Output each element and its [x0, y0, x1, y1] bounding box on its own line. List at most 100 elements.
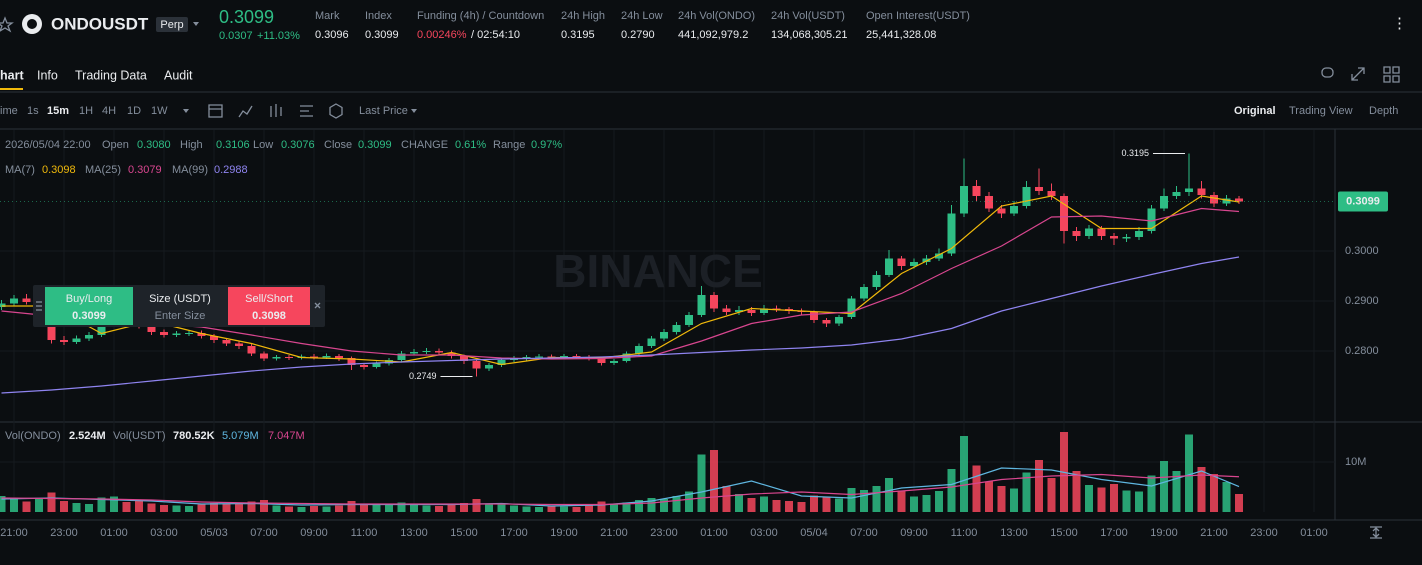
x-tick-label: 17:00 [500, 527, 528, 539]
caret[interactable] [411, 109, 417, 113]
volume-ma-value: 5.079M [222, 430, 259, 442]
tab-underline [0, 88, 23, 90]
volume-bar [1110, 484, 1118, 512]
volume-bar [897, 490, 906, 512]
x-tick-label: 15:00 [1050, 527, 1078, 539]
candle-body [222, 340, 231, 344]
caret[interactable] [193, 22, 199, 26]
interval[interactable]: 1s [27, 105, 39, 117]
more-menu[interactable]: ⋮ [1392, 15, 1407, 32]
interval[interactable]: 4H [102, 105, 116, 117]
volume-bar [822, 497, 831, 512]
depth-icon[interactable] [329, 103, 343, 119]
ma-line [1, 207, 1240, 360]
price-type[interactable]: Last Price [359, 105, 408, 117]
legend-time: 2026/05/04 22:00 [5, 139, 91, 151]
volume-bar [160, 505, 168, 512]
candle-body [1185, 188, 1193, 192]
volume-bar [947, 469, 956, 512]
candle-body [1110, 236, 1118, 239]
stat-label: Mark [315, 10, 340, 22]
volume-bar [785, 501, 793, 512]
interval[interactable]: 15m [47, 105, 69, 117]
candle-body [672, 325, 681, 332]
volume-bar [885, 478, 893, 512]
tab[interactable]: Audit [164, 68, 193, 82]
candle-body [0, 303, 6, 307]
volume-bar [647, 498, 656, 512]
volume-bar [910, 496, 918, 512]
close-widget[interactable] [314, 302, 321, 309]
scale-icon[interactable] [1370, 526, 1382, 539]
volume-bar [760, 496, 768, 512]
candle-body [1122, 237, 1131, 239]
volume-bar [185, 506, 193, 512]
volume-bar [535, 507, 543, 512]
candle-body [922, 258, 931, 262]
buy-button[interactable] [45, 287, 133, 325]
view-option[interactable]: Trading View [1289, 105, 1353, 117]
candle-body [10, 298, 18, 304]
stat-value: 0.3099 [365, 29, 399, 41]
ma-legend-name: MA(25) [85, 164, 121, 176]
legend-label: Close [324, 139, 352, 151]
candle-body [397, 353, 406, 360]
volume-bar [135, 500, 143, 512]
ma-legend-name: MA(7) [5, 164, 35, 176]
settings-icon[interactable] [300, 105, 313, 117]
x-tick-label: 03:00 [150, 527, 178, 539]
candle-body [572, 356, 581, 357]
favorite-icon[interactable] [0, 16, 14, 33]
volume-bar [560, 506, 568, 512]
interval[interactable]: ime [0, 105, 18, 117]
volume-bar [1147, 475, 1156, 512]
x-tick-label: 21:00 [1200, 527, 1228, 539]
x-tick-label: 19:00 [1150, 527, 1178, 539]
interval[interactable]: 1D [127, 105, 141, 117]
layout-icon[interactable] [1383, 66, 1400, 83]
volume-bar [985, 481, 993, 512]
candle-body [260, 353, 268, 359]
ma-legend-value: 0.3079 [128, 164, 162, 176]
drag-handle[interactable] [36, 301, 42, 311]
tab[interactable]: hart [0, 68, 24, 82]
view-option[interactable]: Original [1234, 105, 1276, 117]
tab[interactable]: Info [37, 68, 58, 82]
x-tick-label: 09:00 [300, 527, 328, 539]
interval[interactable]: 1W [151, 105, 168, 117]
symbol[interactable]: ONDOUSDT [51, 14, 149, 33]
badge-bg [156, 17, 188, 32]
view-option[interactable]: Depth [1369, 105, 1398, 117]
interval[interactable]: 1H [79, 105, 93, 117]
candle-body [847, 298, 856, 317]
bell-icon[interactable] [1321, 67, 1334, 78]
candle-body [685, 315, 693, 325]
tab[interactable]: Trading Data [75, 68, 147, 82]
x-tick-label: 07:00 [850, 527, 878, 539]
calendar-icon[interactable] [208, 104, 223, 118]
sell-button[interactable] [228, 287, 310, 325]
expand-icon[interactable] [1351, 67, 1365, 81]
volume-bar [1185, 434, 1193, 512]
candle-body [435, 351, 443, 353]
buy-label: Buy/Long [66, 293, 112, 305]
volume-bar [1097, 487, 1106, 512]
indicator-icon[interactable] [238, 105, 253, 118]
volume-bar [272, 505, 281, 512]
caret[interactable] [183, 109, 189, 113]
volume-bar [697, 454, 706, 512]
size-input[interactable]: Enter Size [155, 310, 206, 322]
volume-bar [960, 436, 968, 512]
volume-bar [447, 505, 456, 512]
volume-bar [572, 507, 581, 512]
badge: Perp [160, 19, 183, 31]
candle-body [910, 262, 918, 266]
ma-legend-value: 0.2988 [214, 164, 248, 176]
candle-body [472, 361, 481, 369]
candle-body [1147, 208, 1156, 231]
volume-tick-label: 10M [1345, 456, 1366, 468]
watermark: BINANCE [553, 245, 763, 297]
volume-bar [97, 497, 106, 512]
candle-body [560, 356, 568, 358]
candle-type-icon[interactable] [270, 104, 282, 117]
